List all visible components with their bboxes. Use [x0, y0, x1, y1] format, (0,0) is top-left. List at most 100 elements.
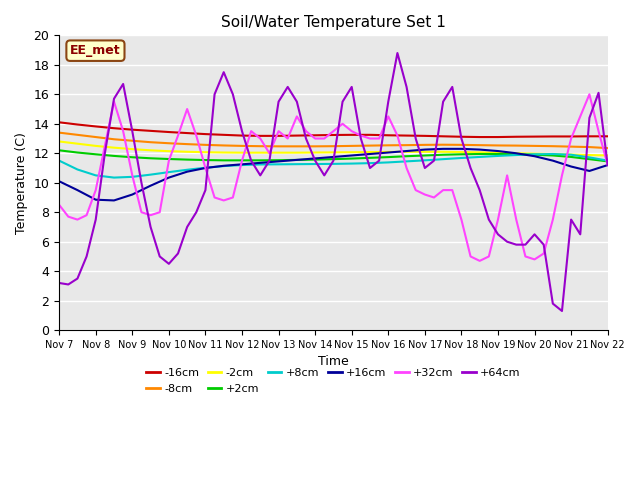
-2cm	[549, 151, 557, 157]
-2cm	[458, 149, 465, 155]
-2cm	[202, 149, 209, 155]
Line: +64cm: +64cm	[59, 53, 608, 311]
+8cm	[257, 162, 264, 168]
-8cm	[494, 143, 502, 148]
-8cm	[458, 142, 465, 148]
+16cm	[220, 163, 228, 168]
-16cm	[74, 121, 81, 127]
Line: +2cm: +2cm	[59, 150, 608, 161]
-2cm	[476, 149, 484, 155]
-2cm	[311, 150, 319, 156]
+16cm	[366, 151, 374, 157]
-16cm	[348, 132, 356, 138]
+16cm	[257, 160, 264, 166]
+2cm	[421, 153, 429, 158]
-2cm	[439, 149, 447, 155]
-8cm	[275, 144, 282, 149]
+16cm	[110, 198, 118, 204]
-2cm	[494, 150, 502, 156]
-8cm	[257, 144, 264, 149]
-2cm	[74, 141, 81, 146]
-16cm	[257, 133, 264, 139]
+16cm	[403, 148, 410, 154]
+8cm	[220, 163, 228, 169]
-16cm	[549, 133, 557, 139]
-2cm	[421, 149, 429, 155]
+2cm	[348, 156, 356, 161]
+8cm	[147, 172, 154, 178]
-8cm	[348, 143, 356, 149]
+8cm	[238, 162, 246, 168]
+32cm	[540, 251, 548, 256]
Text: EE_met: EE_met	[70, 44, 121, 57]
-16cm	[531, 134, 538, 140]
-16cm	[513, 134, 520, 140]
-8cm	[421, 142, 429, 148]
-8cm	[330, 144, 337, 149]
-8cm	[366, 143, 374, 148]
+8cm	[110, 175, 118, 180]
+2cm	[567, 154, 575, 160]
+8cm	[494, 153, 502, 159]
+8cm	[165, 169, 173, 175]
-16cm	[147, 128, 154, 134]
+16cm	[147, 183, 154, 189]
-8cm	[293, 144, 301, 149]
+8cm	[549, 151, 557, 157]
+2cm	[202, 157, 209, 163]
-8cm	[513, 143, 520, 148]
+16cm	[165, 175, 173, 180]
+2cm	[403, 153, 410, 159]
-8cm	[129, 138, 136, 144]
+16cm	[92, 197, 100, 203]
-8cm	[567, 144, 575, 149]
-16cm	[275, 133, 282, 139]
+2cm	[458, 151, 465, 157]
+2cm	[385, 154, 392, 160]
-2cm	[183, 149, 191, 155]
-2cm	[55, 139, 63, 144]
-16cm	[293, 132, 301, 138]
-16cm	[604, 133, 612, 139]
+2cm	[549, 153, 557, 158]
+16cm	[494, 148, 502, 154]
-8cm	[549, 144, 557, 149]
+2cm	[293, 157, 301, 163]
Line: +8cm: +8cm	[59, 154, 608, 178]
+2cm	[513, 151, 520, 157]
+16cm	[604, 162, 612, 168]
-2cm	[110, 145, 118, 151]
-8cm	[385, 143, 392, 148]
-16cm	[458, 134, 465, 140]
+8cm	[293, 161, 301, 167]
-16cm	[238, 132, 246, 138]
+16cm	[348, 153, 356, 158]
-2cm	[586, 152, 593, 158]
-16cm	[439, 133, 447, 139]
Line: -8cm: -8cm	[59, 132, 608, 148]
+16cm	[311, 156, 319, 161]
+16cm	[275, 158, 282, 164]
+2cm	[439, 152, 447, 157]
+32cm	[55, 202, 63, 208]
+8cm	[311, 161, 319, 167]
Title: Soil/Water Temperature Set 1: Soil/Water Temperature Set 1	[221, 15, 446, 30]
+64cm	[55, 280, 63, 286]
+2cm	[55, 147, 63, 153]
+8cm	[458, 155, 465, 161]
Y-axis label: Temperature (C): Temperature (C)	[15, 132, 28, 234]
+16cm	[567, 164, 575, 169]
+32cm	[476, 258, 484, 264]
+8cm	[330, 161, 337, 167]
-16cm	[330, 132, 337, 138]
+16cm	[439, 146, 447, 152]
+64cm	[540, 242, 548, 248]
+16cm	[55, 179, 63, 184]
+8cm	[55, 158, 63, 164]
+8cm	[421, 157, 429, 163]
+32cm	[604, 162, 612, 168]
-16cm	[55, 120, 63, 125]
-2cm	[129, 146, 136, 152]
+8cm	[202, 165, 209, 170]
+64cm	[394, 50, 401, 56]
